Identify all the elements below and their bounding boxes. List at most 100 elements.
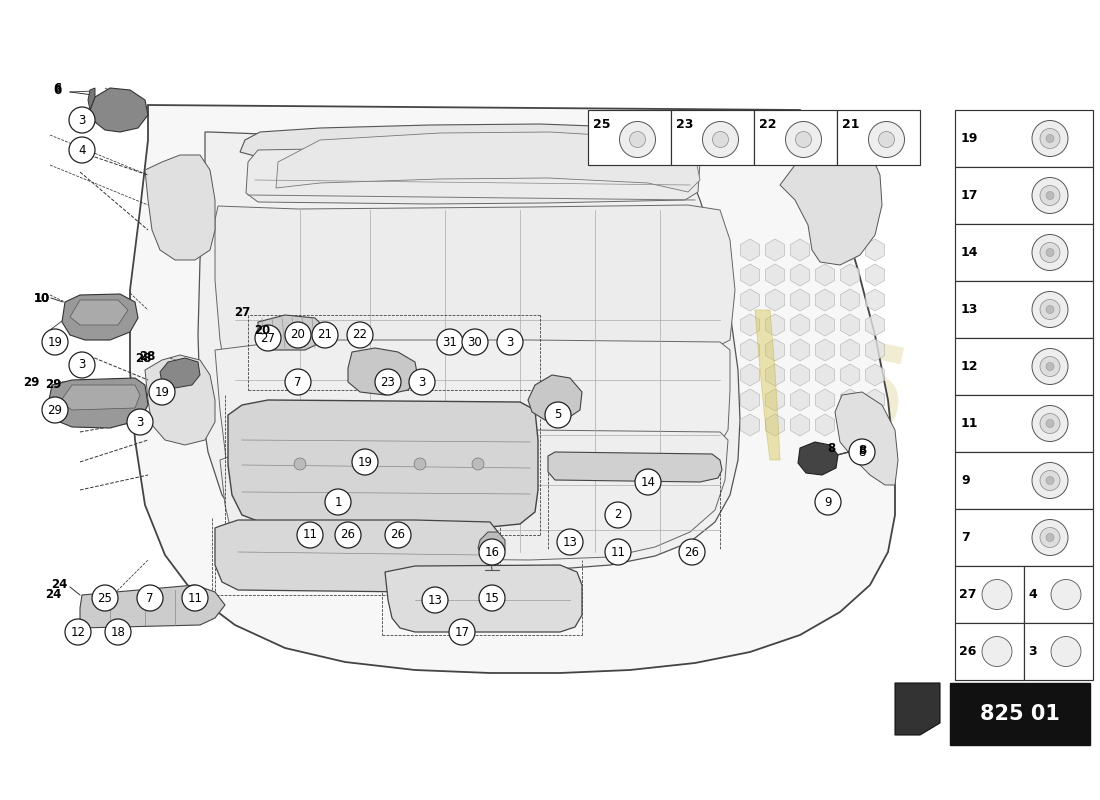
Polygon shape xyxy=(791,289,810,311)
Polygon shape xyxy=(815,289,835,311)
Text: 27: 27 xyxy=(261,331,275,345)
Text: 20: 20 xyxy=(290,329,306,342)
Circle shape xyxy=(1032,291,1068,327)
Polygon shape xyxy=(766,239,784,261)
Circle shape xyxy=(138,585,163,611)
Circle shape xyxy=(544,402,571,428)
Polygon shape xyxy=(815,264,835,286)
Polygon shape xyxy=(815,239,835,261)
Circle shape xyxy=(815,489,842,515)
Polygon shape xyxy=(246,147,700,204)
Polygon shape xyxy=(866,414,884,436)
Circle shape xyxy=(182,585,208,611)
Text: 12: 12 xyxy=(70,626,86,638)
Text: 11: 11 xyxy=(302,529,318,542)
Circle shape xyxy=(346,322,373,348)
Circle shape xyxy=(69,107,95,133)
Circle shape xyxy=(126,409,153,435)
Bar xyxy=(955,509,1093,566)
Polygon shape xyxy=(740,339,759,361)
Circle shape xyxy=(449,619,475,645)
Text: 6: 6 xyxy=(54,83,62,97)
Text: 13: 13 xyxy=(961,303,978,316)
Circle shape xyxy=(1040,242,1060,262)
Polygon shape xyxy=(815,339,835,361)
Polygon shape xyxy=(766,389,784,411)
Circle shape xyxy=(982,637,1012,666)
Polygon shape xyxy=(740,314,759,336)
Circle shape xyxy=(285,322,311,348)
Text: 29: 29 xyxy=(45,378,62,391)
Text: 30: 30 xyxy=(468,335,483,349)
Text: 3: 3 xyxy=(136,415,144,429)
Polygon shape xyxy=(740,389,759,411)
Circle shape xyxy=(1046,134,1054,142)
Text: 23: 23 xyxy=(676,118,693,131)
Circle shape xyxy=(462,329,488,355)
Text: 4: 4 xyxy=(1028,588,1036,601)
Text: 11: 11 xyxy=(961,417,979,430)
Text: 10: 10 xyxy=(34,291,50,305)
Text: 985: 985 xyxy=(640,294,921,466)
Circle shape xyxy=(1050,637,1081,666)
Text: 26: 26 xyxy=(390,529,406,542)
Text: 8: 8 xyxy=(827,442,835,454)
Circle shape xyxy=(679,539,705,565)
Bar xyxy=(955,110,1093,167)
Circle shape xyxy=(1040,129,1060,149)
Polygon shape xyxy=(214,520,498,592)
Circle shape xyxy=(422,587,448,613)
Polygon shape xyxy=(220,430,728,560)
Circle shape xyxy=(879,131,894,147)
Polygon shape xyxy=(70,300,128,325)
Polygon shape xyxy=(228,400,538,528)
Circle shape xyxy=(869,122,904,158)
Polygon shape xyxy=(60,385,140,410)
Text: 7: 7 xyxy=(295,375,301,389)
Polygon shape xyxy=(766,289,784,311)
Circle shape xyxy=(354,458,366,470)
Polygon shape xyxy=(840,239,859,261)
Polygon shape xyxy=(276,132,700,192)
Polygon shape xyxy=(791,239,810,261)
Circle shape xyxy=(1046,249,1054,257)
Text: 5: 5 xyxy=(554,409,562,422)
Circle shape xyxy=(104,619,131,645)
Bar xyxy=(837,110,920,165)
Circle shape xyxy=(713,131,728,147)
Circle shape xyxy=(703,122,738,158)
Polygon shape xyxy=(840,389,859,411)
Circle shape xyxy=(497,329,522,355)
Polygon shape xyxy=(840,414,859,436)
Text: 11: 11 xyxy=(187,591,202,605)
Circle shape xyxy=(1046,191,1054,199)
Text: 10: 10 xyxy=(34,291,50,305)
Polygon shape xyxy=(766,314,784,336)
Text: 26: 26 xyxy=(959,645,977,658)
Circle shape xyxy=(65,619,91,645)
Polygon shape xyxy=(740,289,759,311)
Bar xyxy=(955,281,1093,338)
Polygon shape xyxy=(214,205,735,390)
Text: 2: 2 xyxy=(614,509,622,522)
Text: 14: 14 xyxy=(961,246,979,259)
Text: 22: 22 xyxy=(352,329,367,342)
Text: 13: 13 xyxy=(428,594,442,606)
Circle shape xyxy=(1040,186,1060,206)
Text: a part of: a part of xyxy=(432,410,627,490)
Circle shape xyxy=(1032,349,1068,385)
Circle shape xyxy=(472,458,484,470)
Text: 27: 27 xyxy=(959,588,977,601)
Bar xyxy=(671,110,754,165)
Polygon shape xyxy=(740,264,759,286)
Polygon shape xyxy=(160,358,200,388)
Polygon shape xyxy=(791,389,810,411)
Polygon shape xyxy=(48,378,148,428)
Bar xyxy=(955,623,1024,680)
Circle shape xyxy=(285,369,311,395)
Polygon shape xyxy=(755,310,780,460)
Circle shape xyxy=(1046,477,1054,485)
Circle shape xyxy=(619,122,656,158)
Polygon shape xyxy=(866,264,884,286)
Circle shape xyxy=(1032,406,1068,442)
